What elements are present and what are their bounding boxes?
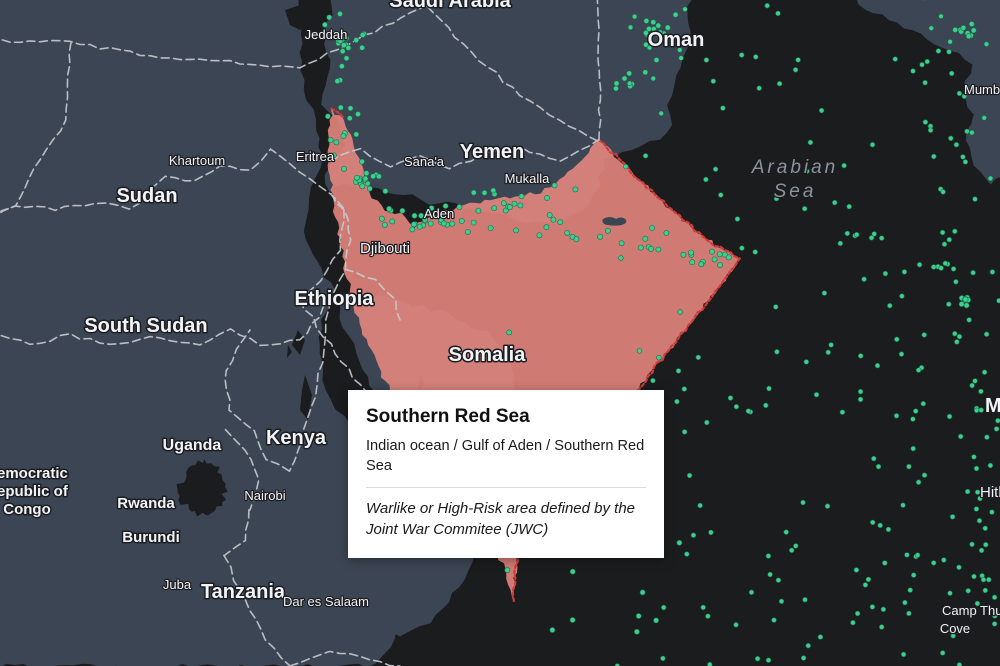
svg-text:Aden: Aden: [424, 206, 454, 221]
svg-text:South Sudan: South Sudan: [84, 315, 207, 337]
svg-text:Rwanda: Rwanda: [117, 495, 175, 512]
svg-text:Yemen: Yemen: [460, 141, 524, 163]
svg-text:Maldives: Maldives: [985, 395, 1000, 417]
svg-text:Khartoum: Khartoum: [169, 153, 225, 168]
svg-text:Cove: Cove: [940, 621, 970, 636]
svg-text:Sea: Sea: [774, 181, 817, 202]
svg-text:Eritrea: Eritrea: [296, 149, 335, 164]
svg-text:Arabian: Arabian: [751, 157, 839, 178]
svg-text:Republic of: Republic of: [0, 483, 69, 500]
svg-text:Saudi Arabia: Saudi Arabia: [389, 0, 511, 12]
svg-text:Somalia: Somalia: [449, 344, 527, 366]
svg-text:Jeddah: Jeddah: [305, 27, 348, 42]
svg-text:Djibouti: Djibouti: [360, 240, 410, 257]
svg-text:Tanzania: Tanzania: [201, 581, 286, 603]
svg-text:Ethiopia: Ethiopia: [295, 288, 375, 310]
svg-text:Nairobi: Nairobi: [244, 488, 285, 503]
svg-text:Democratic: Democratic: [0, 465, 68, 482]
svg-text:Burundi: Burundi: [122, 529, 180, 546]
svg-text:Oman: Oman: [648, 29, 705, 51]
svg-text:Mukalla: Mukalla: [505, 171, 551, 186]
svg-text:Dar es Salaam: Dar es Salaam: [283, 594, 369, 609]
svg-text:Congo: Congo: [3, 501, 50, 518]
svg-text:Mumbai: Mumbai: [964, 82, 1000, 97]
svg-text:Camp Thunder: Camp Thunder: [942, 603, 1000, 618]
svg-text:Uganda: Uganda: [163, 437, 222, 454]
svg-text:Hithadhoo: Hithadhoo: [980, 484, 1000, 501]
svg-text:Sudan: Sudan: [116, 185, 177, 207]
svg-text:Sana'a: Sana'a: [404, 154, 445, 169]
svg-text:Juba: Juba: [163, 577, 192, 592]
svg-text:Kenya: Kenya: [266, 427, 327, 449]
